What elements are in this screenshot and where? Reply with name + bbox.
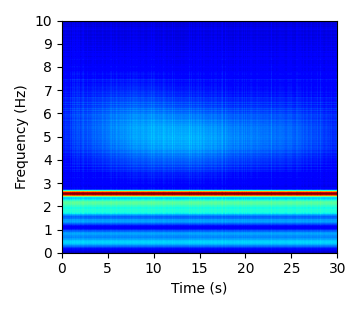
Y-axis label: Frequency (Hz): Frequency (Hz): [15, 84, 29, 189]
X-axis label: Time (s): Time (s): [171, 282, 228, 296]
